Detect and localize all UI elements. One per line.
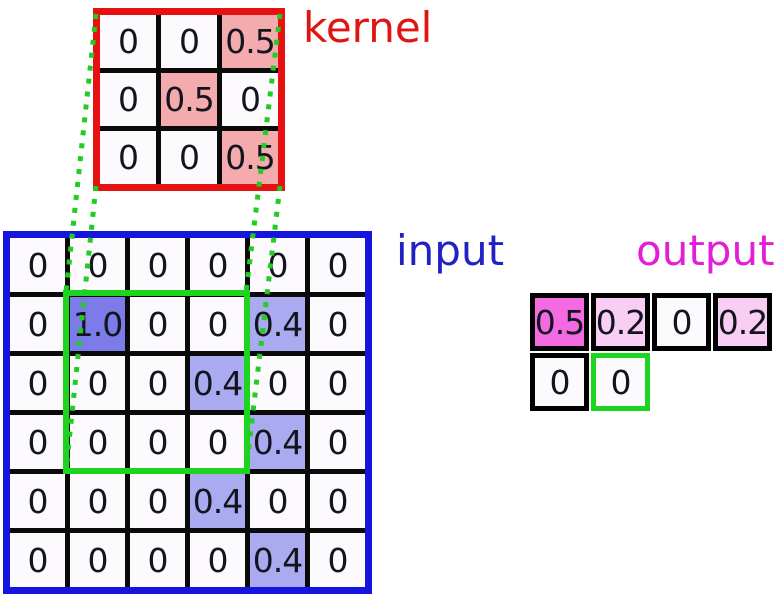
output-row: 0.5 0.2 0 0.2 (530, 293, 772, 351)
output-cell: 0.5 (530, 293, 589, 351)
input-cell: 0.4 (250, 297, 305, 351)
kernel-cell: 0.5 (222, 131, 278, 184)
input-cell: 1.0 (70, 297, 125, 351)
input-cell: 0 (310, 356, 365, 410)
input-cell: 0 (310, 415, 365, 469)
input-cell: 0 (70, 474, 125, 528)
input-cell: 0 (70, 415, 125, 469)
kernel-grid: 0 0 0.5 0 0.5 0 0 0 0.5 (93, 8, 285, 191)
output-grid: 0.5 0.2 0 0.2 0 0 (530, 293, 772, 413)
input-cell: 0 (10, 297, 65, 351)
input-cell: 0 (10, 474, 65, 528)
kernel-cell: 0.5 (161, 73, 217, 126)
kernel-cell: 0.5 (222, 15, 278, 68)
input-cell: 0 (250, 238, 305, 292)
input-cell: 0 (10, 356, 65, 410)
input-cell: 0 (190, 238, 245, 292)
input-cell: 0 (70, 238, 125, 292)
kernel-cell: 0 (161, 131, 217, 184)
input-cell: 0 (310, 474, 365, 528)
input-cell: 0.4 (190, 356, 245, 410)
input-cell: 0 (130, 474, 185, 528)
input-cell: 0 (130, 533, 185, 587)
input-cell: 0 (310, 297, 365, 351)
output-cell: 0.2 (713, 293, 772, 351)
input-label: input (396, 226, 505, 275)
input-cell: 0 (130, 238, 185, 292)
output-cell: 0.2 (591, 293, 650, 351)
kernel-cell: 0 (100, 73, 156, 126)
input-cell: 0 (310, 238, 365, 292)
kernel-cell: 0 (161, 15, 217, 68)
input-cell: 0.4 (190, 474, 245, 528)
output-cell: 0 (652, 293, 711, 351)
input-cell: 0 (190, 297, 245, 351)
input-cell: 0 (10, 238, 65, 292)
input-cell: 0 (70, 533, 125, 587)
input-cell: 0.4 (250, 415, 305, 469)
input-cell: 0 (130, 415, 185, 469)
kernel-cell: 0 (100, 15, 156, 68)
input-grid: 0 0 0 0 0 0 0 1.0 0 0 0.4 0 0 0 0 0.4 0 0 0 0 0 0 0.4 0 0 0 0 0.4 0 0… (3, 231, 372, 594)
input-cell: 0 (10, 415, 65, 469)
input-cell: 0 (190, 533, 245, 587)
output-label: output (636, 226, 775, 275)
input-cell: 0 (250, 474, 305, 528)
kernel-cell: 0 (222, 73, 278, 126)
kernel-cell: 0 (100, 131, 156, 184)
input-cell: 0 (130, 356, 185, 410)
input-cell: 0 (190, 415, 245, 469)
input-cell: 0 (70, 356, 125, 410)
kernel-label: kernel (303, 3, 433, 52)
output-cell: 0 (530, 353, 589, 411)
input-cell: 0 (130, 297, 185, 351)
input-cell: 0 (250, 356, 305, 410)
input-cell: 0 (310, 533, 365, 587)
output-cell-current: 0 (591, 353, 650, 411)
input-cell: 0 (10, 533, 65, 587)
input-cell: 0.4 (250, 533, 305, 587)
